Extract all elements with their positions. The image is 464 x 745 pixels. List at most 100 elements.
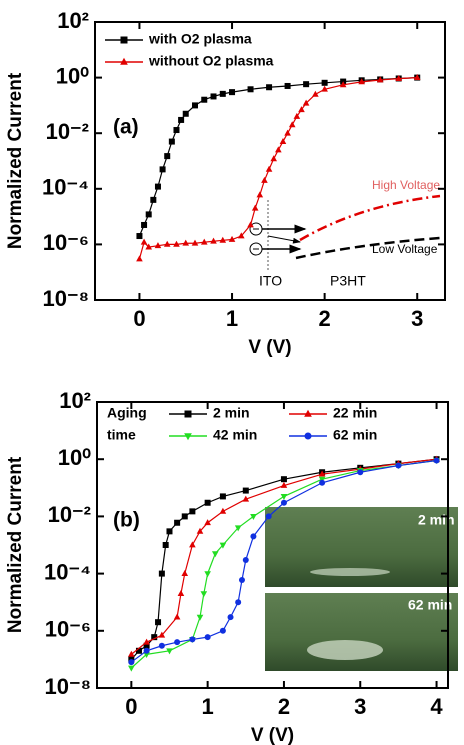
marker	[173, 240, 180, 247]
inset-diagram	[249, 194, 441, 272]
y-tick-label: 10⁻⁴	[44, 559, 91, 584]
annotation: ITO	[259, 273, 282, 289]
marker	[238, 576, 245, 583]
marker	[358, 78, 365, 85]
marker	[158, 570, 165, 577]
marker	[201, 96, 208, 103]
marker	[237, 232, 245, 239]
marker	[247, 86, 254, 93]
marker	[204, 634, 211, 641]
marker	[140, 238, 148, 245]
y-axis-label: Normalized Current	[5, 456, 26, 633]
annotation: Low Voltage	[372, 242, 438, 256]
marker	[154, 183, 161, 190]
plot-frame	[96, 401, 449, 689]
legend-label: without O2 plasma	[148, 53, 274, 69]
marker	[136, 255, 143, 262]
legend-label: 62 min	[333, 427, 377, 443]
marker	[128, 659, 135, 666]
marker	[219, 507, 227, 514]
legend-label: 22 min	[333, 405, 377, 421]
marker	[168, 138, 175, 145]
marker	[247, 221, 254, 228]
series-line	[130, 458, 437, 655]
marker	[200, 591, 208, 598]
marker	[191, 239, 199, 246]
y-tick-label: 10⁰	[56, 63, 89, 88]
marker	[184, 433, 192, 441]
marker	[242, 495, 250, 502]
marker	[261, 176, 268, 183]
marker	[189, 508, 196, 515]
x-axis-label: V (V)	[248, 337, 291, 358]
y-tick-label: 10²	[57, 8, 89, 33]
marker	[162, 542, 169, 548]
panel-label: (a)	[113, 116, 139, 139]
marker	[357, 469, 364, 476]
marker	[284, 82, 291, 89]
marker	[251, 204, 259, 211]
legend-title: time	[107, 427, 136, 443]
marker	[304, 432, 312, 440]
marker	[192, 102, 198, 109]
marker	[219, 493, 226, 500]
marker	[413, 74, 421, 80]
marker	[158, 642, 165, 649]
marker	[143, 638, 150, 645]
marker	[321, 85, 328, 92]
marker	[304, 409, 312, 417]
x-tick-label: 2	[278, 694, 290, 719]
marker	[196, 527, 204, 534]
y-tick-label: 10⁻⁶	[43, 230, 89, 255]
x-axis-label: V (V)	[251, 725, 294, 745]
series-line	[130, 459, 437, 669]
marker	[159, 166, 166, 173]
x-tick-label: 0	[125, 694, 137, 719]
marker	[395, 75, 403, 82]
marker	[174, 519, 181, 526]
x-tick-label: 1	[226, 306, 238, 331]
marker	[266, 84, 273, 91]
legend-label: 42 min	[213, 427, 257, 443]
y-tick-label: 10⁻⁶	[45, 617, 91, 642]
marker	[181, 513, 188, 520]
marker	[184, 410, 192, 418]
inset-photo	[265, 507, 458, 671]
marker	[210, 93, 217, 100]
photo-label: 62 min	[408, 597, 452, 613]
marker	[250, 533, 257, 540]
marker	[229, 89, 236, 96]
marker	[433, 457, 440, 464]
marker	[204, 519, 211, 526]
marker	[158, 631, 166, 638]
marker	[154, 242, 162, 249]
marker	[321, 79, 328, 86]
marker	[219, 90, 226, 97]
marker	[219, 542, 227, 549]
legend-label: with O2 plasma	[148, 31, 252, 47]
marker	[227, 614, 234, 621]
series-line	[138, 77, 418, 260]
marker	[177, 589, 185, 596]
marker	[141, 221, 148, 228]
x-tick-label: 1	[202, 694, 214, 719]
marker	[280, 476, 287, 483]
marker	[265, 165, 273, 172]
marker	[135, 647, 142, 654]
marker	[279, 137, 287, 144]
marker	[242, 487, 249, 494]
marker	[250, 514, 257, 520]
marker	[166, 528, 173, 535]
marker	[143, 642, 150, 649]
marker	[196, 614, 204, 621]
marker	[145, 243, 153, 250]
marker	[280, 499, 287, 506]
marker	[395, 462, 402, 469]
marker	[204, 499, 211, 506]
marker	[228, 235, 236, 242]
x-tick-label: 4	[430, 694, 443, 719]
marker	[182, 239, 190, 246]
marker	[182, 110, 189, 117]
marker	[173, 127, 180, 134]
